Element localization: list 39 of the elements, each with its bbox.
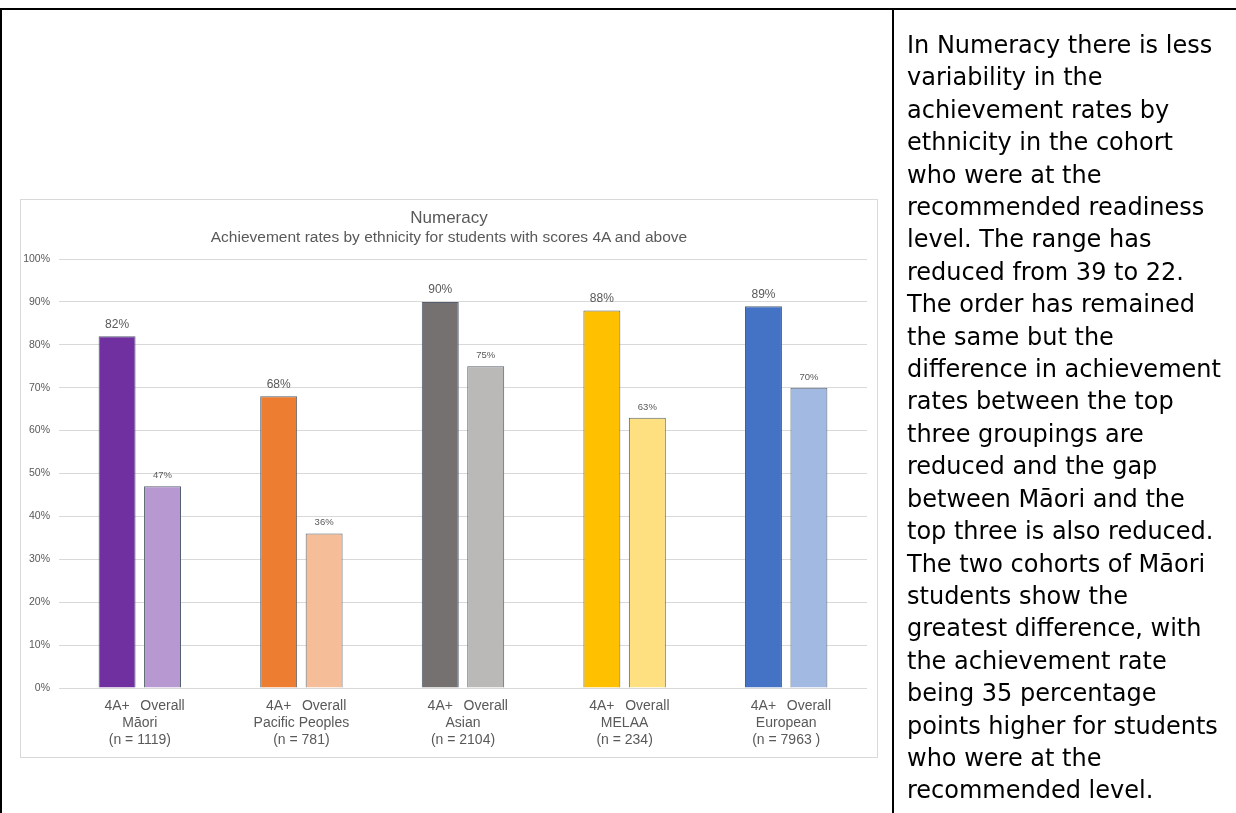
data-label: 89% [751,286,776,301]
data-label: 68% [266,376,292,391]
data-label: 63% [637,400,658,412]
text: 4A+ [589,696,615,713]
data-label: 70% [799,370,819,382]
text: Overall [463,696,508,713]
text: 4A+ [266,696,292,713]
y-tick-label: 20% [28,595,50,608]
x-tick-label: Pacific Peoples (n = 781) [253,713,350,747]
x-tick-label: European (n = 7963 ) [752,713,821,747]
series-label: Overall [140,696,185,713]
y-tick-label: 0% [34,680,50,693]
text: 4A+ [750,696,777,713]
chart-title: Numeracy [410,207,489,227]
series-label: 4A+ [104,696,130,713]
data-label: 82% [105,316,130,331]
data-label: 47% [153,469,173,481]
y-tick-label: 70% [28,380,50,393]
data-label: 75% [476,349,496,361]
y-tick-label: 10% [28,637,50,650]
text: Overall [301,696,347,713]
data-label: 88% [589,290,615,305]
y-tick-label: 60% [28,423,50,436]
text: Overall [625,696,670,713]
x-tick-label: Asian (n = 2104) [430,713,496,747]
y-tick-label: 90% [28,294,50,307]
text: In Numeracy there is less variability in the achievement rates by ethnicity in the cohort who were at the recommended readiness level. The range has reduced from 39 to 22. The order has remained the same but the difference in achievement rates between the top three groupings are reduced and the gap between Māori and the top three is also reduced. The two cohorts of Māori students show the greatest difference, with the achievement rate being 35 percentage points higher for students who were at the recommended level. [907,31,1221,805]
text: Overall [786,696,832,713]
y-tick-label: 40% [28,509,50,522]
text: 4A+ [427,696,453,713]
y-tick-label: 100% [23,251,50,264]
data-label: 36% [314,516,335,528]
y-tick-label: 30% [28,552,50,565]
chart-subtitle: Achievement rates by ethnicity for students with scores 4A and above [210,228,688,246]
data-label: 90% [428,282,453,297]
x-tick-label: MELAA (n = 234) [596,713,653,747]
y-tick-label: 50% [28,466,50,479]
x-tick-label: Māori (n = 1119) [108,713,171,747]
y-tick-label: 80% [28,337,50,350]
